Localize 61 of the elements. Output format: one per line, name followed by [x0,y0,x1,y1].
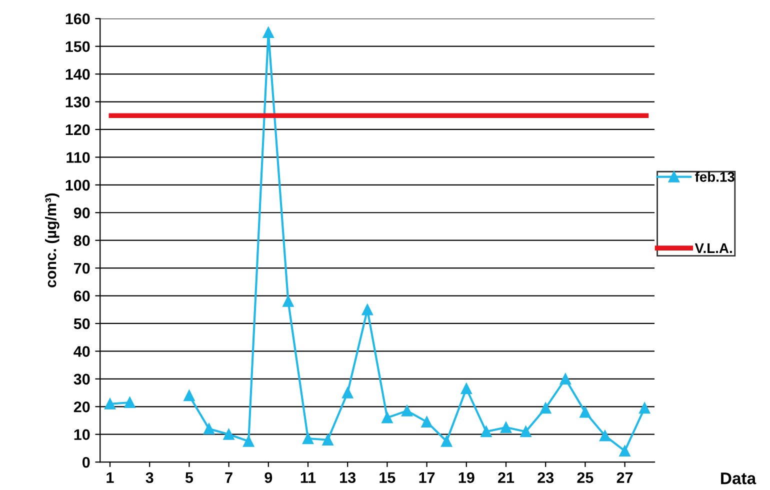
legend-label: V.L.A. [694,243,732,253]
x-tick-label: 3 [146,472,154,484]
x-tick-label: 9 [264,472,272,484]
point [580,406,591,418]
y-axis-title: conc. (µg/m³) [45,193,60,288]
y-tick-label: 140 [66,68,90,80]
x-tick-label: 13 [340,472,356,484]
x-tick-label: 11 [300,472,316,483]
y-tick-label: 130 [66,96,90,108]
x-tick-label: 15 [380,472,396,484]
y-tick-label: 50 [74,318,90,330]
point [421,416,432,428]
point [500,422,512,433]
point [382,412,393,424]
x-tick-label: 23 [538,472,554,484]
y-tick-label: 150 [66,41,90,52]
point [124,396,136,408]
point [104,398,116,410]
x-tick-label: 17 [419,472,435,483]
point [203,423,215,434]
point [282,296,294,307]
point [401,405,413,416]
point [362,304,373,316]
y-tick-label: 0 [82,456,90,468]
x-tick-label: 1 [106,472,114,483]
x-tick-label: 27 [616,472,633,483]
point [619,445,630,457]
point [322,434,334,446]
x-axis-title: Data [721,472,756,484]
y-tick-label: 90 [74,207,90,218]
y-tick-label: 100 [66,180,90,191]
point [639,402,650,414]
x-tick-label: 21 [498,472,514,483]
point [480,426,492,438]
point [599,430,611,442]
y-tick-label: 70 [74,262,90,274]
x-tick-label: 25 [577,472,594,484]
point [520,426,532,438]
point [184,390,195,402]
point [540,402,552,414]
y-tick-label: 120 [66,124,90,136]
point [223,428,234,440]
x-tick-label: 7 [225,472,232,483]
point [302,432,314,444]
point [262,26,274,38]
y-tick-label: 40 [74,346,90,357]
point [460,383,472,394]
y-tick-label: 20 [74,402,90,412]
x-tick-label: 19 [458,472,474,484]
point [560,373,571,384]
point [243,436,254,447]
y-tick-label: 110 [66,152,90,163]
point [441,436,452,447]
legend-label: feb.13 [695,172,734,182]
y-tick-label: 80 [74,235,90,246]
y-tick-label: 160 [66,13,90,24]
point [342,387,354,398]
y-tick-label: 60 [74,290,90,302]
x-tick-label: 5 [185,472,194,484]
y-tick-label: 10 [74,429,90,440]
y-tick-label: 30 [74,374,90,385]
